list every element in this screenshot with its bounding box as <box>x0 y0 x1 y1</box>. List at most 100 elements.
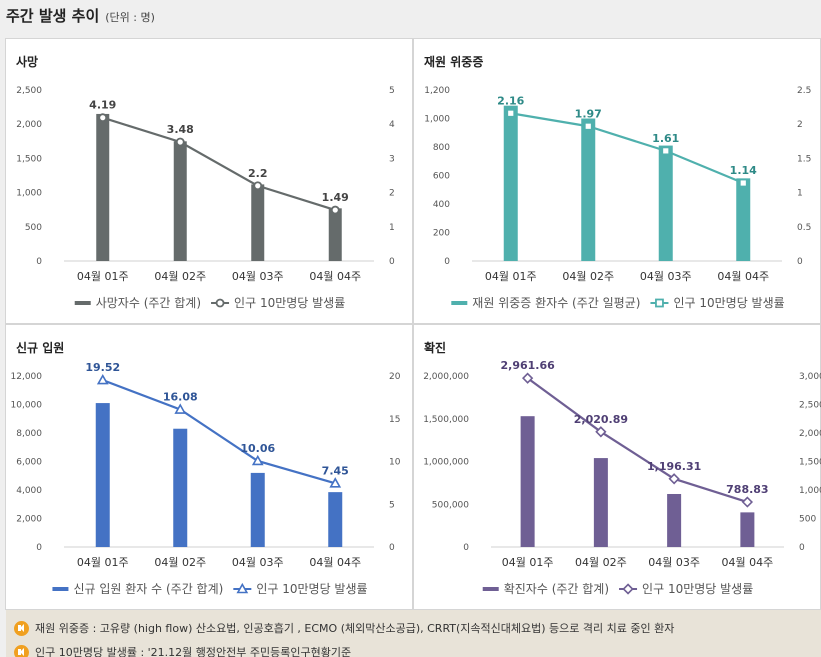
x-tick-label: 04월 03주 <box>232 270 284 283</box>
line-marker <box>251 454 264 466</box>
y-right-tick-label: 500 <box>799 515 816 525</box>
y-left-tick-label: 2,000 <box>16 515 42 525</box>
y-left-tick-label: 6,000 <box>16 458 42 468</box>
series-line <box>102 379 336 485</box>
chart-title: 신규 입원 <box>16 341 65 355</box>
data-label: 788.83 <box>726 483 768 496</box>
bar <box>593 458 608 547</box>
data-label: 10.06 <box>240 442 275 455</box>
line-marker <box>506 108 516 118</box>
data-label: 2.16 <box>497 94 524 107</box>
bar <box>328 492 343 547</box>
y-right-tick-label: 1 <box>797 189 803 199</box>
series-line <box>510 112 744 185</box>
y-right-tick-label: 2.5 <box>797 86 811 96</box>
x-tick-label: 04월 01주 <box>77 556 129 569</box>
line-marker <box>174 403 187 414</box>
y-right-tick-label: 0 <box>389 543 395 553</box>
legend-line-marker <box>622 583 634 595</box>
x-tick-label: 04월 01주 <box>77 270 129 283</box>
legend-line-marker <box>655 298 664 308</box>
y-left-tick-label: 500 <box>25 223 42 233</box>
y-left-tick-label: 2,000,000 <box>423 372 469 382</box>
x-tick-label: 04월 04주 <box>309 270 361 283</box>
legend-bar-label: 신규 입원 환자 수 (주간 합계) <box>73 582 223 596</box>
chart-svg-severe: 0 200 400 600 800 1,000 1,200 0 0.5 1 1.5 2 2.5 04월 0… <box>424 86 811 310</box>
line-marker <box>661 146 671 156</box>
y-right-tick-label: 20 <box>389 372 401 382</box>
chart-title: 재원 위중증 <box>424 55 484 69</box>
unit-label: (단위 : 명) <box>105 11 155 24</box>
chart-panel-confirmed: 확진 0 500,000 1,000,000 1,500,000 2,000,000 0 5… <box>413 324 821 610</box>
bar <box>173 428 188 547</box>
data-label: 1.49 <box>322 191 349 204</box>
y-left-tick-label: 600 <box>433 172 450 182</box>
y-right-tick-label: 3,000 <box>799 372 821 382</box>
data-label: 1.61 <box>652 132 679 145</box>
y-right-tick-label: 10 <box>389 458 401 468</box>
chart-title: 확진 <box>424 341 447 355</box>
y-left-tick-label: 0 <box>444 257 450 267</box>
x-tick-label: 04월 01주 <box>485 270 537 283</box>
data-label: 4.19 <box>89 99 116 112</box>
legend-line-label: 인구 10만명당 발생률 <box>234 296 345 310</box>
chart-svg-death: 0 500 1,000 1,500 2,000 2,500 0 1 2 3 4 5 04월 01주 04월… <box>16 86 395 310</box>
series-line <box>526 377 748 504</box>
legend-line-marker <box>236 582 249 594</box>
line-marker <box>583 121 593 131</box>
line-marker <box>98 113 108 123</box>
y-right-tick-label: 15 <box>389 415 400 425</box>
legend-line-label: 인구 10만명당 발생률 <box>256 582 367 596</box>
data-label: 1.97 <box>575 107 602 120</box>
x-tick-label: 04월 02주 <box>154 556 206 569</box>
y-left-tick-label: 1,000,000 <box>423 458 469 468</box>
y-right-tick-label: 1.5 <box>797 154 811 164</box>
data-label: 2.2 <box>248 167 268 180</box>
line-marker <box>738 178 748 188</box>
series-line <box>102 116 336 212</box>
y-right-tick-label: 0.5 <box>797 223 811 233</box>
chart-title: 사망 <box>16 55 39 69</box>
legend-line-label: 인구 10만명당 발생률 <box>673 296 784 310</box>
y-left-tick-label: 12,000 <box>11 372 43 382</box>
y-right-tick-label: 0 <box>389 257 395 267</box>
legend: 신규 입원 환자 수 (주간 합계) 인구 10만명당 발생률 <box>52 582 368 596</box>
legend-bar-label: 사망자수 (주간 합계) <box>96 296 201 310</box>
y-left-tick-label: 400 <box>433 200 450 210</box>
x-tick-label: 04월 03주 <box>232 556 284 569</box>
data-label: 1.14 <box>730 164 757 177</box>
data-label: 3.48 <box>167 123 194 136</box>
bar <box>250 472 265 547</box>
chart-svg-confirmed: 0 500,000 1,000,000 1,500,000 2,000,000 0 500 1… <box>423 359 821 596</box>
y-left-tick-label: 0 <box>463 543 469 553</box>
data-label: 19.52 <box>85 361 120 374</box>
bar <box>95 403 110 547</box>
y-right-tick-label: 2,000 <box>799 429 821 439</box>
y-left-tick-label: 800 <box>433 143 450 153</box>
line-marker <box>175 137 185 147</box>
chart-panel-admit: 신규 입원 0 2,000 4,000 6,000 8,000 10,000 12,000 0… <box>5 324 413 610</box>
x-tick-label: 04월 02주 <box>575 556 627 569</box>
y-right-tick-label: 1 <box>389 223 395 233</box>
section-header: 주간 발생 추이 (단위 : 명) <box>6 5 155 29</box>
footnotes: 재원 위중증 : 고유량 (high flow) 산소요법, 인공호흡기 , E… <box>6 610 821 657</box>
chart-panel-death: 사망 0 500 1,000 1,500 2,000 2,500 0 1 2 3 4 5 04월 01주… <box>5 38 413 324</box>
legend-bar-swatch <box>482 587 499 591</box>
legend-bar-label: 확진자수 (주간 합계) <box>504 582 609 596</box>
line-marker <box>330 205 340 215</box>
bar <box>328 208 342 261</box>
x-tick-label: 04월 04주 <box>309 556 361 569</box>
bar <box>581 118 596 261</box>
y-left-tick-label: 1,000 <box>424 115 450 125</box>
y-right-tick-label: 3 <box>389 154 395 164</box>
y-right-tick-label: 0 <box>799 543 805 553</box>
y-left-tick-label: 2,000 <box>16 120 42 130</box>
y-right-tick-label: 5 <box>389 86 395 96</box>
line-marker <box>329 477 342 488</box>
line-marker <box>741 496 754 508</box>
bar <box>736 178 751 261</box>
section-title: 주간 발생 추이 <box>6 7 100 25</box>
line-marker <box>253 181 263 191</box>
legend-bar-swatch <box>451 301 468 305</box>
chart-svg-admit: 0 2,000 4,000 6,000 8,000 10,000 12,000 0 5 10 15 2… <box>11 361 401 596</box>
